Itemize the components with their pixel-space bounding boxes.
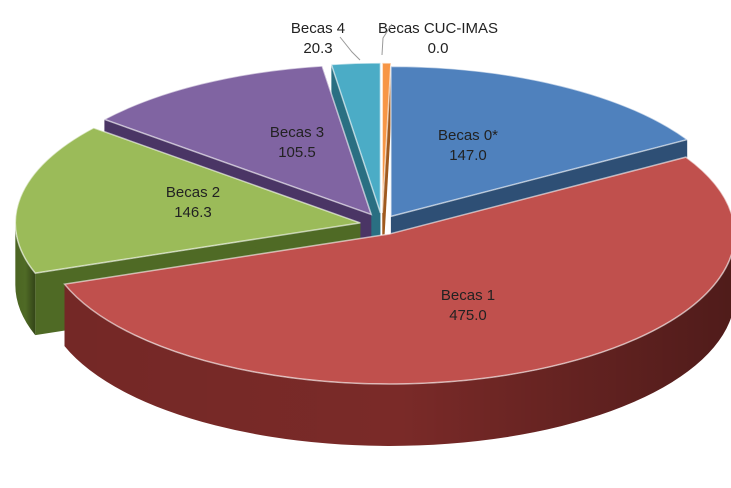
slice-side-shade (15, 222, 36, 336)
slice-top (63, 156, 731, 385)
slice-top (14, 126, 361, 274)
slice-label-value: 20.3 (303, 40, 332, 57)
slice-side-shade (64, 255, 731, 446)
slice-label-name: Becas 0* (438, 127, 498, 144)
leader-line-becas-4 (339, 36, 361, 61)
slice-cut-wall (382, 62, 391, 275)
slice-top (102, 65, 373, 216)
slice-label-value: 475.0 (449, 307, 487, 324)
leader-line-becas-cuc-imas (381, 23, 393, 56)
slice-label-value: 146.3 (174, 204, 212, 221)
slice-label-name: Becas 3 (270, 124, 324, 141)
slice-label-name: Becas 4 (291, 20, 345, 37)
slice-label-value: 0.0 (428, 40, 449, 57)
slice-top (381, 62, 392, 213)
slice-top (390, 65, 689, 218)
slice-label-value: 147.0 (449, 147, 487, 164)
slice-becas-cuc-imas (381, 62, 392, 275)
slice-label-name: Becas CUC-IMAS (378, 20, 498, 37)
slice-label-value: 105.5 (278, 144, 316, 161)
pie-slices (14, 62, 731, 446)
slice-label-name: Becas 1 (441, 287, 495, 304)
pie-labels: Becas 0* 147.0 Becas 1 475.0 Becas 2 146.3 Bec… (166, 20, 498, 324)
slice-becas-1 (63, 156, 731, 446)
slice-top (330, 62, 382, 214)
slice-label-name: Becas 2 (166, 184, 220, 201)
